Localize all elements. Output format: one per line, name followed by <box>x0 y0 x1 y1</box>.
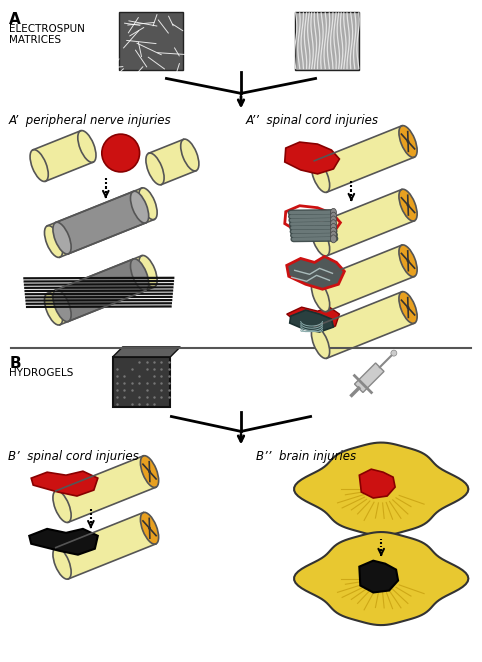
Polygon shape <box>314 189 415 256</box>
Ellipse shape <box>331 235 336 243</box>
Ellipse shape <box>44 293 63 325</box>
Ellipse shape <box>53 290 71 322</box>
Ellipse shape <box>399 126 417 158</box>
Polygon shape <box>314 126 415 192</box>
Polygon shape <box>29 529 98 555</box>
Ellipse shape <box>331 220 336 228</box>
Ellipse shape <box>399 292 417 324</box>
Circle shape <box>406 140 410 143</box>
Ellipse shape <box>140 455 159 487</box>
Text: B’’  brain injuries: B’’ brain injuries <box>256 450 356 463</box>
Ellipse shape <box>331 227 336 235</box>
Ellipse shape <box>311 326 330 358</box>
Polygon shape <box>285 142 339 174</box>
Ellipse shape <box>311 280 330 312</box>
Circle shape <box>102 134 140 172</box>
Polygon shape <box>56 191 146 254</box>
Polygon shape <box>294 443 469 536</box>
Polygon shape <box>56 512 156 579</box>
Circle shape <box>406 306 410 309</box>
Text: A: A <box>9 12 21 27</box>
Ellipse shape <box>331 231 336 239</box>
Ellipse shape <box>53 491 71 522</box>
Ellipse shape <box>53 547 71 579</box>
Polygon shape <box>47 188 154 258</box>
Polygon shape <box>359 561 398 592</box>
Polygon shape <box>149 139 196 185</box>
Polygon shape <box>354 363 384 393</box>
Polygon shape <box>287 307 339 331</box>
Circle shape <box>148 470 151 473</box>
Ellipse shape <box>139 256 157 287</box>
Ellipse shape <box>139 188 157 220</box>
Circle shape <box>391 350 397 356</box>
Circle shape <box>406 204 410 207</box>
Polygon shape <box>290 310 334 332</box>
Ellipse shape <box>311 224 330 256</box>
Circle shape <box>406 260 410 262</box>
Polygon shape <box>56 259 146 322</box>
Polygon shape <box>33 131 93 181</box>
Polygon shape <box>314 245 415 312</box>
Ellipse shape <box>311 161 330 193</box>
Text: HYDROGELS: HYDROGELS <box>9 368 74 378</box>
Ellipse shape <box>146 153 164 185</box>
Polygon shape <box>113 347 180 357</box>
Ellipse shape <box>78 130 96 162</box>
Bar <box>295 12 359 70</box>
Polygon shape <box>56 456 156 522</box>
Text: A’  peripheral nerve injuries: A’ peripheral nerve injuries <box>8 115 171 127</box>
Ellipse shape <box>44 226 63 258</box>
Text: B’  spinal cord injuries: B’ spinal cord injuries <box>8 450 139 463</box>
Ellipse shape <box>331 209 336 216</box>
Bar <box>113 357 171 406</box>
Polygon shape <box>294 532 469 625</box>
Ellipse shape <box>53 222 71 254</box>
Ellipse shape <box>399 245 417 277</box>
Ellipse shape <box>140 512 159 544</box>
Polygon shape <box>47 256 154 325</box>
Ellipse shape <box>131 259 148 291</box>
Polygon shape <box>31 471 98 496</box>
Ellipse shape <box>331 216 336 224</box>
Ellipse shape <box>30 150 48 181</box>
Polygon shape <box>287 256 345 289</box>
Text: B: B <box>9 356 21 371</box>
Polygon shape <box>359 469 395 498</box>
Text: ELECTROSPUN
MATRICES: ELECTROSPUN MATRICES <box>9 24 85 46</box>
Circle shape <box>148 527 151 530</box>
Ellipse shape <box>331 224 336 232</box>
Bar <box>119 12 183 70</box>
Text: A’’  spinal cord injuries: A’’ spinal cord injuries <box>246 115 379 127</box>
Ellipse shape <box>399 189 417 221</box>
Polygon shape <box>314 292 415 358</box>
Ellipse shape <box>131 191 148 223</box>
Ellipse shape <box>331 213 336 220</box>
Ellipse shape <box>181 139 199 171</box>
